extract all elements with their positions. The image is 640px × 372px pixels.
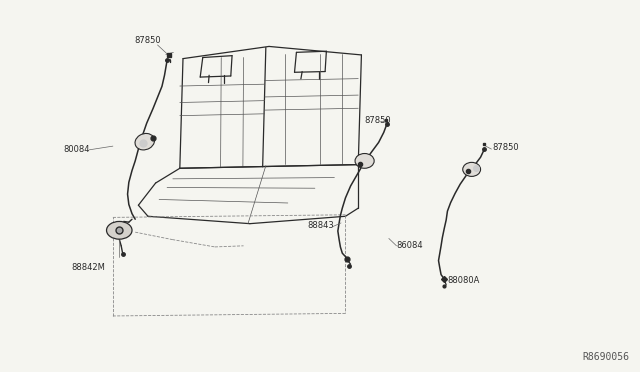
Text: 80084: 80084 [64, 145, 90, 154]
Ellipse shape [463, 162, 481, 176]
Ellipse shape [355, 154, 374, 168]
Text: R8690056: R8690056 [582, 352, 629, 362]
Text: 86084: 86084 [396, 241, 423, 250]
Ellipse shape [135, 134, 154, 150]
Ellipse shape [106, 221, 132, 239]
Text: 87850: 87850 [365, 116, 391, 125]
Text: 88080A: 88080A [447, 276, 480, 285]
Text: 88842M: 88842M [72, 263, 106, 272]
Text: 87850: 87850 [492, 143, 518, 152]
Text: 88843: 88843 [307, 221, 334, 230]
Text: 87850: 87850 [134, 36, 161, 45]
